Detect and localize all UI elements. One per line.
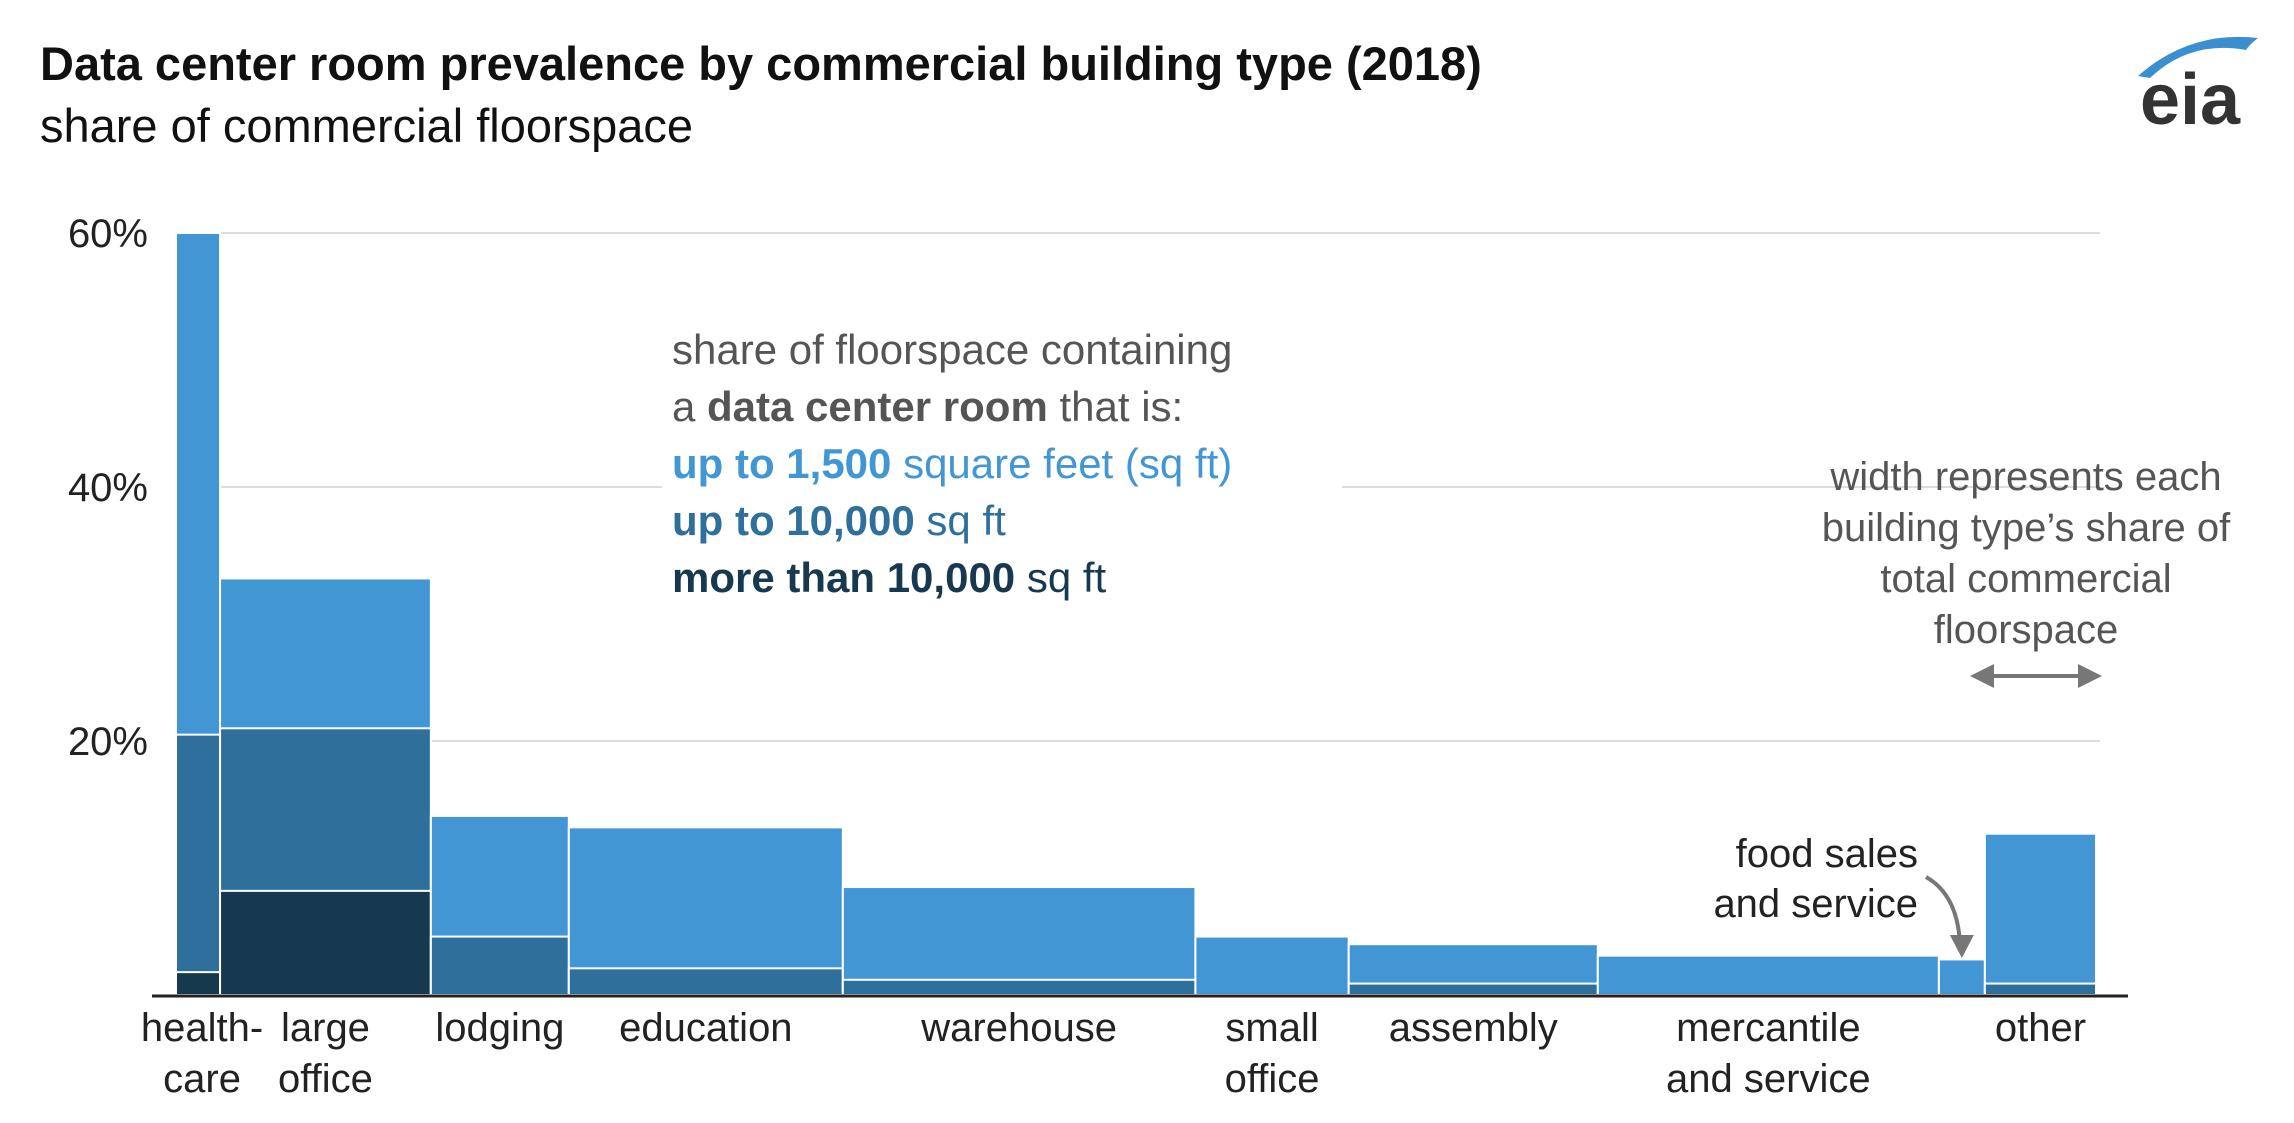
x-tick-label: health-: [141, 1006, 263, 1050]
bars: [175, 232, 2098, 997]
x-tick-label: lodging: [435, 1006, 564, 1050]
annotation-label-line: food sales: [1736, 832, 1918, 876]
x-tick-label: warehouse: [920, 1006, 1117, 1050]
bar-5-series-0: [1194, 935, 1350, 997]
x-tick-label: small: [1225, 1006, 1318, 1050]
x-tick-label: large: [281, 1006, 370, 1050]
annotation-arrowhead: [1949, 935, 1974, 958]
bar-4-series-0: [841, 886, 1197, 996]
width-note: width represents each building type’s sha…: [1822, 455, 2231, 688]
legend-item-1: up to 10,000 sq ft: [672, 497, 1006, 544]
eia-logo-text: eia: [2140, 60, 2241, 140]
width-note-line: total commercial: [1880, 557, 2171, 601]
legend-intro-line: share of floorspace containing: [672, 326, 1232, 373]
x-tick-label: office: [278, 1057, 373, 1101]
width-note-line: width represents each: [1829, 455, 2221, 499]
bar-2-series-1: [429, 935, 570, 997]
y-tick-labels: 60% 40% 20%: [68, 212, 148, 764]
chart-subtitle: share of commercial floorspace: [40, 99, 694, 152]
bar-8-series-0: [1937, 958, 1986, 997]
width-arrow-left-head: [1970, 664, 1994, 688]
eia-logo-arc: [2138, 36, 2258, 78]
bar-3-series-0: [567, 826, 844, 996]
food-sales-annotation: food sales and service: [1713, 832, 1974, 958]
eia-logo: eia: [2138, 36, 2258, 140]
x-tick-label: mercantile: [1676, 1006, 1861, 1050]
width-note-line: building type’s share of: [1822, 506, 2231, 550]
bar-0-series-1: [175, 733, 222, 997]
bar-9-series-1: [1983, 982, 2098, 997]
bar-3-series-1: [567, 967, 844, 997]
bar-9-series-0: [1983, 832, 2098, 997]
annotation-label-line: and service: [1713, 882, 1918, 926]
bar-4-series-1: [841, 978, 1197, 997]
legend: share of floorspace containing a data cen…: [662, 318, 1342, 618]
x-tick-label: other: [1995, 1006, 2086, 1050]
x-tick-label: office: [1225, 1057, 1320, 1101]
legend-background: [662, 318, 1342, 618]
bar-7-series-0: [1596, 954, 1940, 997]
y-tick-label: 60%: [68, 212, 148, 256]
x-tick-label: assembly: [1389, 1006, 1558, 1050]
bar-6-series-1: [1347, 982, 1599, 997]
bar-1-series-2: [219, 889, 432, 996]
y-tick-label: 20%: [68, 720, 148, 764]
width-arrow-right-head: [2078, 664, 2102, 688]
bar-0-series-2: [175, 971, 222, 997]
annotation-arrow: [1924, 875, 1962, 946]
y-tick-label: 40%: [68, 466, 148, 510]
legend-item-0: up to 1,500 square feet (sq ft): [672, 440, 1232, 487]
chart-title: Data center room prevalence by commercia…: [40, 37, 1482, 90]
x-tick-label: care: [163, 1057, 241, 1101]
x-tick-labels: health-care large office lodging education wa…: [141, 832, 2086, 1101]
x-tick-label: education: [619, 1006, 792, 1050]
x-tick-label: and service: [1666, 1057, 1871, 1101]
legend-item-2: more than 10,000 sq ft: [672, 554, 1107, 601]
legend-intro-line: a data center room that is:: [672, 383, 1183, 430]
width-note-line: floorspace: [1934, 608, 2119, 652]
